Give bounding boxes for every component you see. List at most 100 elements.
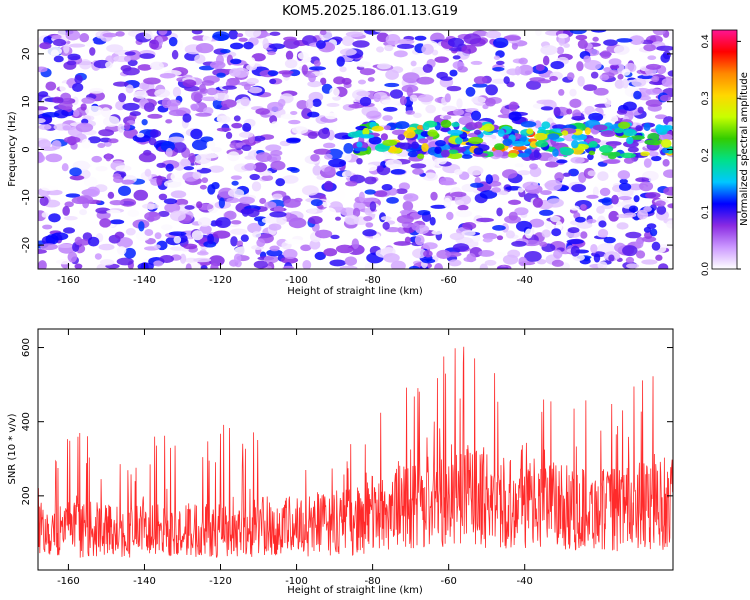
heatmap-cell <box>455 209 473 218</box>
heatmap-cell <box>390 168 406 175</box>
heatmap-cell <box>226 197 240 204</box>
heatmap-cell <box>502 169 518 179</box>
heatmap-cell <box>608 210 620 222</box>
heatmap-cell <box>143 102 155 113</box>
heatmap-cell <box>382 115 393 122</box>
heatmap-cell <box>315 40 326 49</box>
heatmap-cell <box>263 255 279 264</box>
heatmap-cell <box>51 140 62 150</box>
heatmap-cell <box>364 207 372 216</box>
heatmap-cell <box>230 220 242 225</box>
heatmap-cell <box>255 152 272 163</box>
heatmap-band-cell <box>482 123 495 132</box>
heatmap-cell <box>602 113 619 125</box>
heatmap-cell <box>207 233 214 245</box>
heatmap-cell <box>593 87 609 96</box>
heatmap-cell <box>270 160 286 171</box>
heatmap-cell <box>586 219 597 224</box>
heatmap-cell <box>638 95 651 101</box>
heatmap-cell <box>266 249 283 257</box>
heatmap-cell <box>262 38 269 49</box>
line-frame <box>37 328 674 571</box>
heatmap-cell <box>656 205 667 215</box>
heatmap-cell <box>443 115 452 120</box>
heatmap-band-cell <box>422 122 430 131</box>
heatmap-cell <box>628 205 639 213</box>
heatmap-cell <box>663 186 673 196</box>
heatmap-cell <box>473 76 488 85</box>
heatmap-band-cell <box>599 145 614 153</box>
heatmap-cell <box>244 163 257 171</box>
heatmap-cell <box>38 260 47 269</box>
heatmap-cell <box>645 88 664 95</box>
snr-series-line <box>38 346 673 558</box>
heatmap-cell <box>75 122 94 133</box>
heatmap-cell <box>272 193 283 200</box>
heatmap-band-cell <box>517 152 530 158</box>
heatmap-cell <box>216 72 226 78</box>
heatmap-cell <box>158 30 168 36</box>
heatmap-cell <box>626 263 640 269</box>
heatmap-cell <box>324 153 333 160</box>
heatmap-band-cell <box>473 129 482 135</box>
heatmap-cell <box>429 216 436 226</box>
heatmap-cell <box>227 188 245 198</box>
heatmap-cell <box>348 103 365 109</box>
heatmap-cell <box>123 55 132 62</box>
heatmap-cell <box>81 97 95 104</box>
heatmap-cell <box>323 207 337 219</box>
colorbar: 0.0 0.1 0.2 0.3 0.4 Normalized spectral ampl… <box>701 29 750 276</box>
heatmap-cell <box>98 129 115 137</box>
heatmap-cell <box>592 36 599 42</box>
heatmap-cell <box>40 243 58 251</box>
heatmap-cell <box>133 90 148 99</box>
heatmap-band-cell <box>660 138 672 148</box>
heatmap-cell <box>454 169 463 175</box>
heatmap-cell <box>556 159 568 164</box>
heatmap-cell <box>222 85 237 90</box>
heatmap-cell <box>202 34 213 43</box>
heatmap-cell <box>339 48 357 56</box>
heatmap-cell <box>212 230 231 239</box>
heatmap-band-cell <box>534 132 548 141</box>
heatmap-cell <box>136 132 145 138</box>
heatmap-cell <box>238 37 248 42</box>
heatmap-cell <box>397 38 415 45</box>
heatmap-cell <box>412 168 424 175</box>
heatmap-cell <box>646 223 657 229</box>
heatmap-cell <box>384 44 394 52</box>
heatmap-cell <box>91 155 103 163</box>
heatmap-cell <box>69 175 85 181</box>
heatmap-cell <box>498 190 509 196</box>
x-tick-label: -120 <box>209 275 232 286</box>
heatmap-cell <box>179 253 187 264</box>
heatmap-cell <box>365 222 374 228</box>
heatmap-band-cell <box>380 133 388 141</box>
heatmap-cell <box>570 205 580 211</box>
heatmap-cell <box>267 51 276 56</box>
heatmap-cell <box>376 165 384 173</box>
heatmap-cell <box>106 44 124 53</box>
heatmap-cell <box>183 243 198 250</box>
heatmap-cell <box>86 186 100 198</box>
heatmap-cell <box>633 90 642 100</box>
heatmap-band-cell <box>665 125 673 131</box>
heatmap-cell <box>467 165 484 176</box>
heatmap-cell <box>443 197 452 209</box>
heatmap-cell <box>201 96 219 102</box>
colorbar-tick-label: 0.3 <box>701 91 711 105</box>
heatmap-cell <box>119 198 137 207</box>
heatmap-cell <box>163 198 178 205</box>
heatmap-cell <box>139 53 155 59</box>
heatmap-band-cell <box>559 147 570 152</box>
heatmap-cell <box>613 45 630 55</box>
heatmap-cell <box>51 232 69 241</box>
heatmap-band-cell <box>592 124 608 131</box>
heatmap-cell <box>253 260 269 269</box>
heatmap-cell <box>276 215 287 225</box>
heatmap-cell <box>536 258 547 265</box>
heatmap-cell <box>479 190 498 199</box>
heatmap-cell <box>655 200 666 207</box>
heatmap-cell <box>363 215 373 222</box>
heatmap-cell <box>307 80 322 88</box>
